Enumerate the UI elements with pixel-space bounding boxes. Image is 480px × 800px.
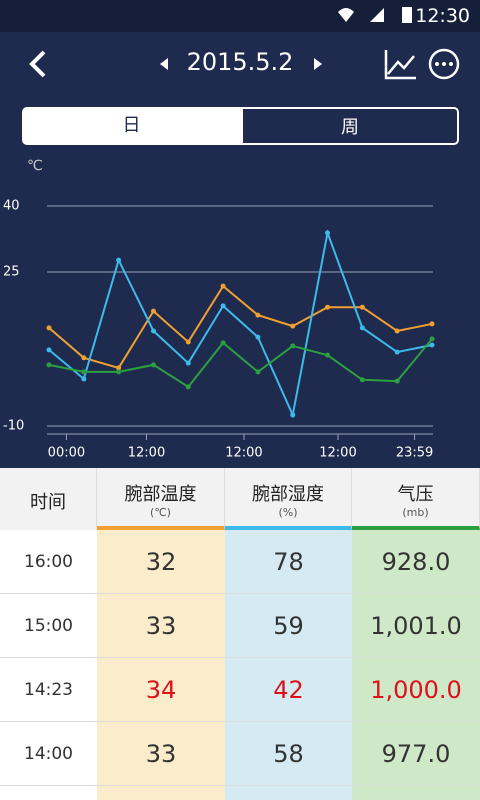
point [394,349,400,355]
header-name: 腕部湿度 [252,484,324,505]
point [185,339,191,345]
back[interactable] [29,50,46,78]
cell: 32 [97,530,225,594]
header-name: 腕部温度 [124,484,197,505]
point [220,283,226,289]
point [429,336,435,342]
cell: 1,001.0 [352,594,480,658]
cell: 1,000.0 [352,658,480,722]
point [290,323,296,329]
point [220,340,226,346]
cell: 14:00 [0,722,97,786]
point [116,369,122,375]
clock: 12:30 [415,5,470,27]
cell: 15:00 [0,594,97,658]
cell: 977.0 [352,722,480,786]
tab-day[interactable]: 日 [22,107,241,145]
point [46,325,52,331]
point [116,257,122,263]
point [150,308,156,314]
cell: 58 [225,722,352,786]
y-axis-label: ℃ [27,158,43,174]
cell: 34 [97,658,225,722]
point [290,343,296,349]
tab-week[interactable]: 周 [241,107,459,145]
x-tick-label: 12:00 [319,446,356,461]
cell: 42 [225,658,352,722]
series-line [48,229,433,419]
point [81,376,87,382]
point [325,230,331,236]
point [325,304,331,310]
point [116,365,122,371]
cell: 928.0 [352,530,480,594]
chart-icon[interactable] [384,50,416,80]
y-tick-label: 40 [3,199,20,214]
status-bar: 12:30 [0,0,480,32]
header-unit: (mb) [402,506,429,519]
header-name: 气压 [397,484,434,505]
point [46,347,52,353]
point [359,325,365,331]
y-tick-label: -10 [3,419,24,434]
point [81,355,87,361]
more[interactable] [428,48,460,80]
point [394,328,400,334]
prev[interactable] [160,58,168,70]
point [429,342,435,348]
point [220,303,226,309]
cell: 33 [97,722,225,786]
point [150,328,156,334]
point [255,312,261,318]
header-unit: (℃) [150,506,171,519]
cell: 78 [225,530,352,594]
series-line [48,338,433,389]
point [290,412,296,418]
point [429,321,435,327]
x-tick-label: 23:59 [396,446,433,461]
point [185,360,191,366]
column-header: 气压 (mb) [352,468,480,530]
point [255,334,261,340]
toolbar-icons [29,48,460,80]
column-header: 时间 [0,468,97,530]
x-tick-label: 12:00 [225,446,262,461]
chart: ℃ 40 25 -10 00:00 12:00 12:00 12:00 23:59 [3,158,435,461]
date: 2015.5.2 [186,48,294,76]
point [255,369,261,375]
table: 时间 腕部温度 (℃) 腕部湿度 (%) 气压 (mb) 16:00 32 78 928.0 15:0… [0,468,480,800]
point [46,362,52,368]
point [81,369,87,375]
status-icons [338,7,412,23]
point [325,352,331,358]
series-line [48,284,433,370]
y-tick-label: 25 [3,265,20,280]
cell: 33 [97,594,225,658]
cell: 14:23 [0,658,97,722]
point [150,362,156,368]
x-tick-label: 00:00 [48,446,85,461]
point [359,304,365,310]
header-name: 时间 [30,492,66,513]
cell: 16:00 [0,530,97,594]
point [359,377,365,383]
column-header: 腕部温度 (℃) [97,468,225,530]
next[interactable] [314,58,322,70]
column-header: 腕部湿度 (%) [225,468,352,530]
point [185,384,191,390]
header-unit: (%) [278,506,298,519]
cell: 59 [225,594,352,658]
point [394,378,400,384]
x-tick-label: 12:00 [128,446,165,461]
